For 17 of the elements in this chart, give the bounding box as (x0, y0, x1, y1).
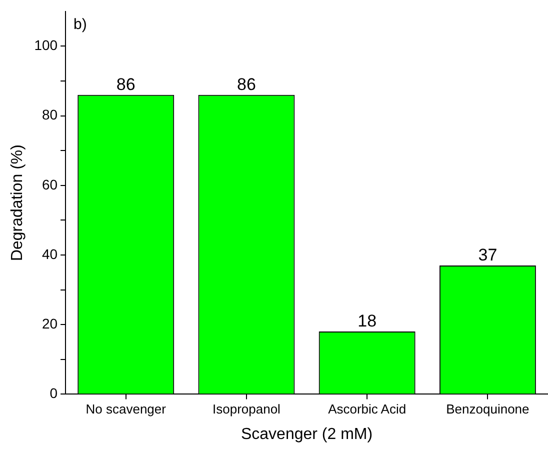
y-tick-label: 40 (42, 246, 58, 262)
data-label: 86 (237, 75, 256, 94)
y-axis-title: Degradation (%) (9, 144, 26, 262)
y-tick-label: 0 (50, 385, 58, 402)
data-label: 18 (358, 312, 377, 331)
annotation: b) (74, 16, 87, 34)
y-tick-label: 80 (42, 106, 58, 123)
x-tick-label: Isopropanol (212, 402, 281, 417)
y-tick-label: 20 (42, 315, 58, 332)
x-axis-title: Scavenger (2 mM) (240, 426, 373, 443)
x-tick-label: No scavenger (86, 402, 167, 417)
x-tick-label: Ascorbic Acid (328, 402, 406, 417)
y-tick-label: 60 (42, 176, 58, 192)
y-tick-label: 100 (34, 37, 58, 54)
data-label: 37 (478, 246, 498, 265)
x-tick-label: Benzoquinone (446, 402, 530, 417)
data-label: 86 (116, 75, 136, 94)
